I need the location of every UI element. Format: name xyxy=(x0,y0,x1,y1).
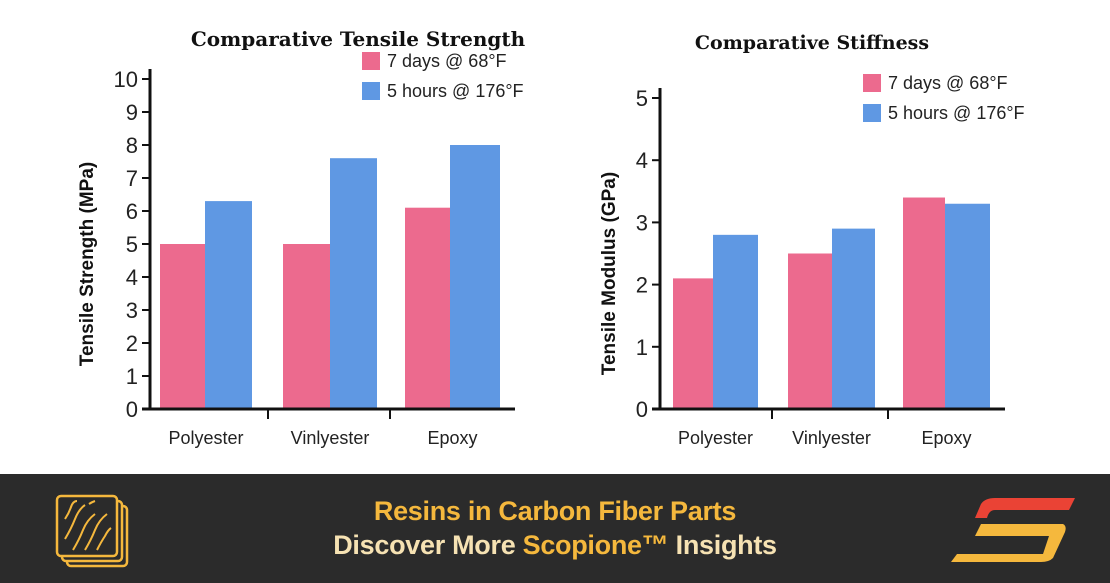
y-axis-label: Tensile Strength (MPa) xyxy=(77,162,98,366)
bar-7-days-epoxy xyxy=(405,207,450,409)
y-axis-label: Tensile Modulus (GPa) xyxy=(599,172,620,375)
bar-7-days-vinlyester xyxy=(283,244,330,409)
y-tick-label: 9 xyxy=(126,100,138,125)
banner: Resins in Carbon Fiber Parts Discover Mo… xyxy=(0,474,1110,583)
y-tick-label: 3 xyxy=(636,210,648,235)
charts: Comparative Tensile Strength Tensile Stre… xyxy=(77,27,1025,448)
bar-5-hours-polyester xyxy=(205,201,252,409)
y-tick-label: 6 xyxy=(126,199,138,224)
y-tick-label: 4 xyxy=(636,148,648,173)
brand-name: Scopione™ xyxy=(522,530,669,560)
bar-5-hours-vinlyester xyxy=(330,158,377,409)
y-tick-label: 2 xyxy=(126,331,138,356)
y-tick-label: 2 xyxy=(636,273,648,298)
y-tick-label: 10 xyxy=(114,67,138,92)
chart-title: Comparative Tensile Strength xyxy=(191,27,526,51)
cta-text: Discover More xyxy=(333,530,523,560)
x-tick-label: Polyester xyxy=(678,428,753,448)
scopione-logo-icon xyxy=(951,498,1075,562)
y-tick-label: 4 xyxy=(126,265,138,290)
y-tick-label: 5 xyxy=(126,232,138,257)
y-tick-label: 0 xyxy=(126,397,138,422)
x-tick-label: Vinlyester xyxy=(291,428,370,448)
legend-label: 7 days @ 68°F xyxy=(387,51,507,71)
legend-swatch xyxy=(362,82,380,100)
x-tick-label: Polyester xyxy=(168,428,243,448)
x-tick-label: Epoxy xyxy=(427,428,477,448)
bar-7-days-polyester xyxy=(673,278,713,409)
layers-icon xyxy=(55,494,129,568)
bar-7-days-vinlyester xyxy=(788,253,832,409)
banner-title: Resins in Carbon Fiber Parts xyxy=(373,496,737,526)
bar-7-days-polyester xyxy=(160,244,205,409)
banner-cta[interactable]: Discover More Scopione™ Insights xyxy=(0,530,1110,561)
x-tick-label: Epoxy xyxy=(921,428,971,448)
legend-label: 5 hours @ 176°F xyxy=(387,81,524,101)
legend-swatch xyxy=(863,74,881,92)
cta-text-end: Insights xyxy=(668,530,777,560)
y-tick-label: 8 xyxy=(126,133,138,158)
y-tick-label: 5 xyxy=(636,86,648,111)
y-tick-label: 7 xyxy=(126,166,138,191)
chart-title: Comparative Stiffness xyxy=(695,32,929,54)
bar-5-hours-polyester xyxy=(713,234,758,409)
bar-5-hours-epoxy xyxy=(450,145,500,409)
legend-swatch xyxy=(362,52,380,70)
y-tick-label: 0 xyxy=(636,397,648,422)
y-tick-label: 1 xyxy=(126,364,138,389)
bar-5-hours-vinlyester xyxy=(832,228,875,409)
y-tick-label: 1 xyxy=(636,335,648,360)
bar-5-hours-epoxy xyxy=(945,203,990,409)
x-tick-label: Vinlyester xyxy=(792,428,871,448)
legend-label: 7 days @ 68°F xyxy=(888,73,1008,93)
legend-swatch xyxy=(863,104,881,122)
bar-7-days-epoxy xyxy=(903,197,945,409)
legend-label: 5 hours @ 176°F xyxy=(888,103,1025,123)
y-tick-label: 3 xyxy=(126,298,138,323)
